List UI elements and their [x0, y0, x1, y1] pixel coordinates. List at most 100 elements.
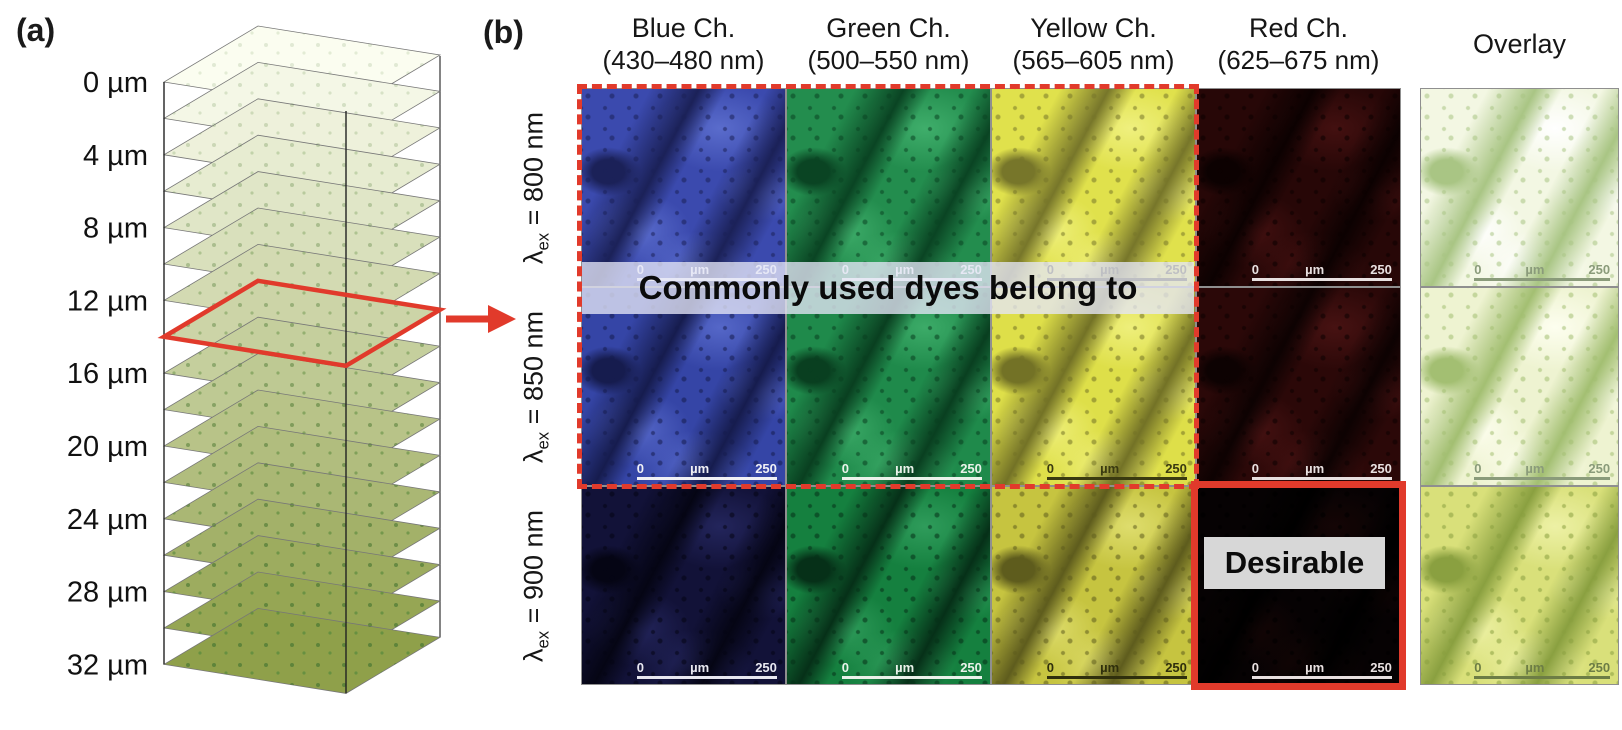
depth-label: 8 µm	[83, 213, 148, 245]
scale-bar-label: 0	[841, 660, 850, 675]
scale-bar: 0 µm 250	[841, 660, 982, 679]
scale-bar-label: 250	[1165, 660, 1187, 675]
channel-range: (625–675 nm)	[1217, 45, 1380, 75]
scale-bar-label: 0	[1251, 660, 1260, 675]
scale-bar-label: µm	[1100, 660, 1120, 675]
scale-bar: 0 µm 250	[1251, 660, 1392, 679]
scale-bar-label: 250	[1588, 262, 1611, 277]
tile-green-850: 0 µm 250	[786, 287, 991, 486]
channel-name: Yellow Ch.	[1030, 13, 1157, 43]
scale-bar: 0 µm 250	[841, 461, 982, 480]
scale-bar-label: µm	[895, 660, 915, 675]
scale-bar-line	[1251, 676, 1392, 679]
scale-bar-line	[841, 676, 982, 679]
scale-bar-line	[1251, 477, 1392, 480]
scale-bar-label: 250	[1588, 660, 1611, 675]
scale-bar-label: µm	[895, 461, 915, 476]
scale-bar-label: 250	[755, 461, 777, 476]
scale-bar-label: µm	[690, 660, 710, 675]
tile-overlay-900: 0 µm 250	[1420, 486, 1619, 685]
depth-label: 24 µm	[67, 504, 148, 536]
channel-name: Red Ch.	[1248, 13, 1349, 43]
channel-range: (430–480 nm)	[602, 45, 765, 75]
scale-bar-label: 0	[636, 660, 645, 675]
depth-label: 28 µm	[67, 577, 148, 609]
column-header-bluech: Blue Ch. (430–480 nm)	[581, 12, 786, 76]
scale-bar: 0 µm 250	[1474, 660, 1611, 679]
tile-blue-850: 0 µm 250	[581, 287, 786, 486]
scale-bar: 0 µm 250	[1474, 461, 1611, 480]
depth-label: 16 µm	[67, 358, 148, 390]
scale-bar-label: 0	[1046, 461, 1055, 476]
depth-label: 32 µm	[67, 649, 148, 681]
scale-bar: 0 µm 250	[1046, 461, 1187, 480]
scale-bar-line	[1046, 676, 1187, 679]
scale-bar-label: µm	[1525, 461, 1545, 476]
depth-label: 12 µm	[67, 285, 148, 317]
column-header-yellowch: Yellow Ch. (565–605 nm)	[991, 12, 1196, 76]
scale-bar-label: µm	[690, 461, 710, 476]
depth-label: 20 µm	[67, 431, 148, 463]
row-label-900: λex = 900 nm	[518, 509, 553, 662]
scale-bar-label: 0	[1251, 461, 1260, 476]
scale-bar-label: 0	[1251, 262, 1260, 277]
scale-bar-line	[1474, 278, 1611, 281]
scale-bar-label: 250	[1370, 461, 1392, 476]
scale-bar-label: 250	[960, 660, 982, 675]
channel-name: Green Ch.	[826, 13, 951, 43]
scale-bar-label: µm	[1100, 461, 1120, 476]
scale-bar: 0 µm 250	[1251, 262, 1392, 281]
scale-bar-label: 0	[636, 461, 645, 476]
scale-bar-line	[636, 676, 777, 679]
scale-bar-label: µm	[1305, 660, 1325, 675]
highlighted-slice-outline	[157, 278, 447, 369]
scale-bar-line	[1474, 676, 1611, 679]
panel-b-label: (b)	[483, 14, 524, 50]
depth-label: 0 µm	[83, 67, 148, 99]
tile-yellow-900: 0 µm 250	[991, 486, 1196, 685]
red-arrow-icon	[488, 305, 516, 333]
scale-bar-line	[1251, 278, 1392, 281]
scale-bar-label: 250	[960, 461, 982, 476]
desirable-banner: Desirable	[1204, 537, 1385, 589]
tile-blue-900: 0 µm 250	[581, 486, 786, 685]
scale-bar-label: 250	[1370, 660, 1392, 675]
tile-red-850: 0 µm 250	[1196, 287, 1401, 486]
scale-bar: 0 µm 250	[1251, 461, 1392, 480]
scale-bar: 0 µm 250	[1046, 660, 1187, 679]
scale-bar-label: 250	[1588, 461, 1611, 476]
scale-bar-label: µm	[1305, 461, 1325, 476]
scale-bar: 0 µm 250	[636, 461, 777, 480]
scale-bar: 0 µm 250	[636, 660, 777, 679]
depth-label: 4 µm	[83, 140, 148, 172]
scale-bar-label: µm	[1525, 660, 1545, 675]
column-header-greench: Green Ch. (500–550 nm)	[786, 12, 991, 76]
channel-name: Overlay	[1472, 29, 1567, 59]
column-header-redch: Red Ch. (625–675 nm)	[1196, 12, 1401, 76]
scale-bar-label: 0	[1046, 660, 1055, 675]
scale-bar-label: 250	[755, 660, 777, 675]
tile-overlay-800: 0 µm 250	[1420, 88, 1619, 287]
scale-bar-label: 0	[1474, 262, 1482, 277]
scale-bar-label: 250	[1165, 461, 1187, 476]
z-stack-diagram: 0 µm 4 µm 8 µm 12 µm 16 µm 20 µm 24 µm 28 µm 32 …	[67, 25, 516, 694]
scale-bar-label: 0	[1474, 461, 1482, 476]
channel-range: (500–550 nm)	[807, 45, 970, 75]
panel-a-label: (a)	[16, 12, 56, 48]
scale-bar-label: 0	[841, 461, 850, 476]
tile-overlay-850: 0 µm 250	[1420, 287, 1619, 486]
scale-bar-line	[636, 477, 777, 480]
channel-name: Blue Ch.	[631, 13, 736, 43]
tile-red-800: 0 µm 250	[1196, 88, 1401, 287]
tile-yellow-850: 0 µm 250	[991, 287, 1196, 486]
channel-range: (565–605 nm)	[1012, 45, 1175, 75]
scale-bar-line	[1474, 477, 1611, 480]
scale-bar-label: 250	[1370, 262, 1392, 277]
column-header-overlay: Overlay	[1420, 12, 1619, 76]
scale-bar-line	[841, 477, 982, 480]
scale-bar-line	[1046, 477, 1187, 480]
